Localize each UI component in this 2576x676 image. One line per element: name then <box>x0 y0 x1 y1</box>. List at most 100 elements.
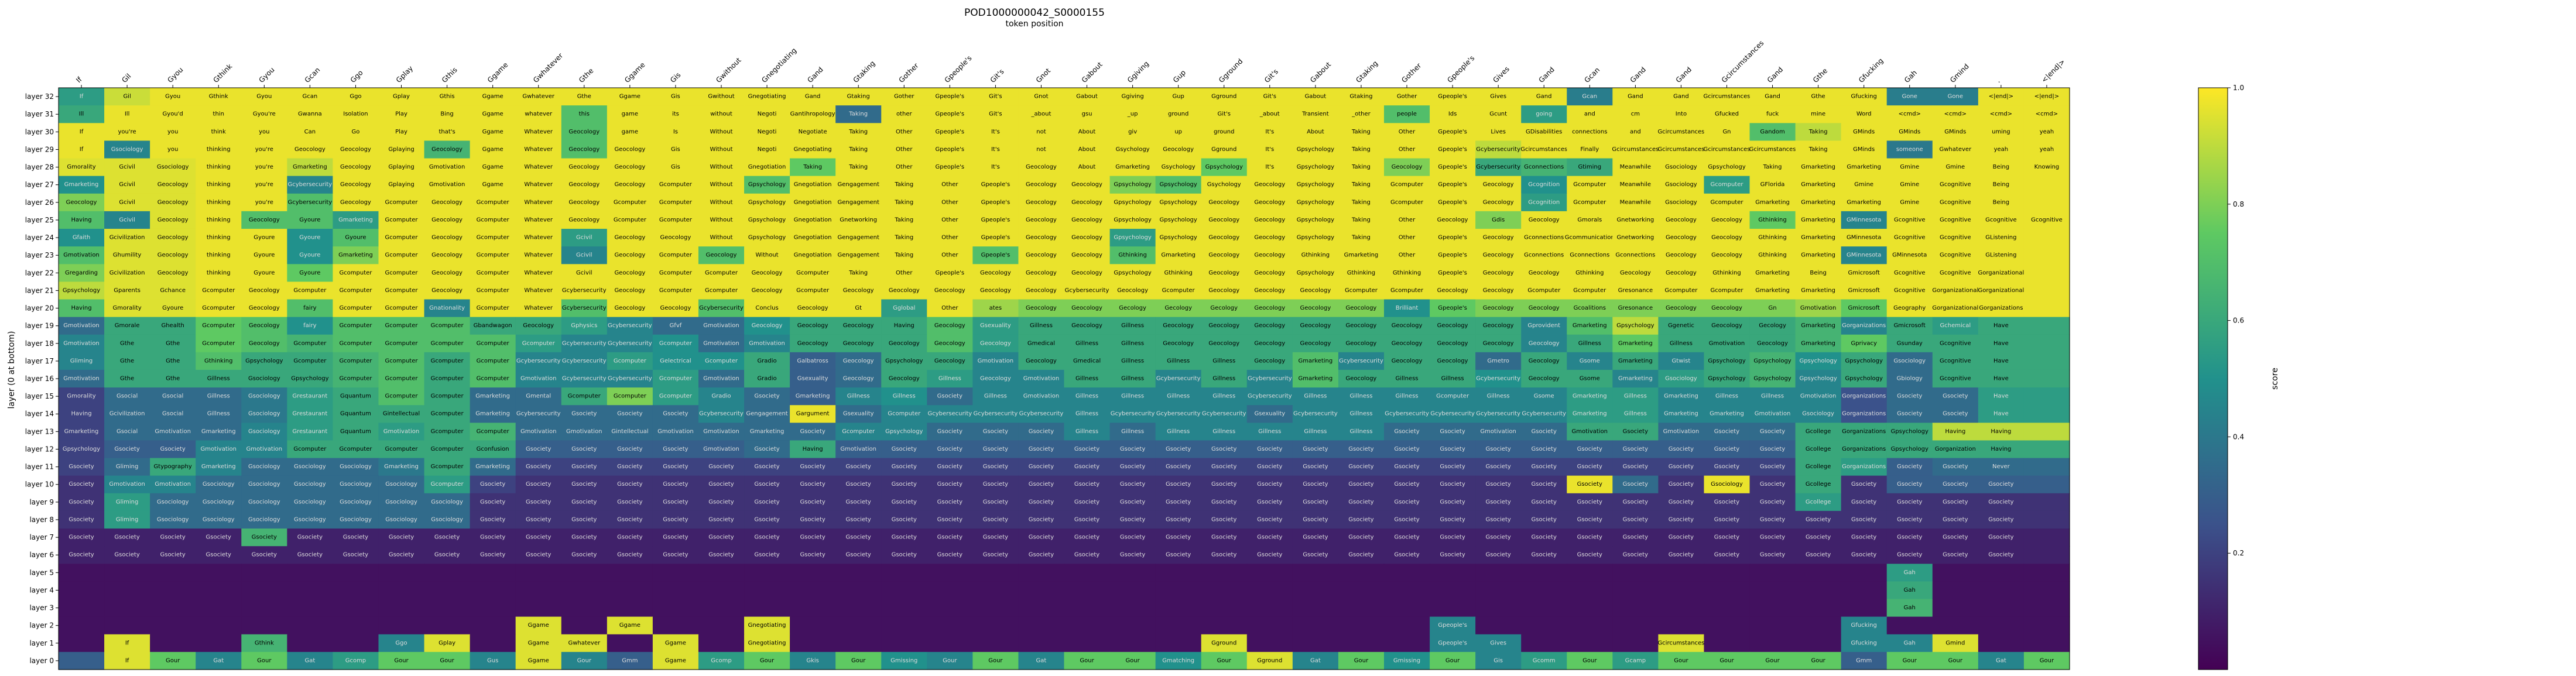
heatmap-cell <box>378 88 425 106</box>
heatmap-cell <box>790 105 836 123</box>
cell-label: Gmotivation <box>109 481 145 488</box>
cell-label: Gsociety <box>1440 499 1465 505</box>
cell-label: Having <box>1991 428 2011 435</box>
cell-label: Gsociety <box>892 464 917 470</box>
heatmap-cell <box>150 352 196 370</box>
heatmap-cell <box>241 616 287 635</box>
cell-label: Gorganization <box>1935 446 1976 452</box>
heatmap-cell <box>1155 228 1202 247</box>
heatmap-cell <box>1704 282 1751 300</box>
heatmap-cell <box>881 299 927 318</box>
cell-label: Ggame <box>528 640 549 646</box>
cell-label: Gillness <box>984 393 1007 400</box>
cell-label: Gcircumstances <box>1657 129 1704 135</box>
heatmap-cell <box>515 599 562 617</box>
cell-label: Gmotivation <box>703 322 739 329</box>
cell-label: Gsociety <box>708 552 734 558</box>
cell-label: Whatever <box>524 199 553 205</box>
heatmap-cell <box>881 158 927 177</box>
heatmap-cell <box>1978 211 2025 229</box>
cell-label: Gcomputer <box>477 305 510 311</box>
heatmap-cell <box>241 599 287 617</box>
cell-label: thinking <box>207 252 231 259</box>
cell-label: Geocology <box>843 358 874 364</box>
cell-label: Gcollege <box>1806 464 1831 470</box>
cell-label: Geocology <box>1208 340 1239 346</box>
heatmap-cell <box>1155 158 1202 177</box>
cell-label: Gorganizations <box>1842 411 1886 417</box>
cell-label: Gcomputer <box>339 340 372 346</box>
cell-label: Gsociety <box>1348 552 1373 558</box>
cell-label: Gsociety <box>1760 428 1785 435</box>
cell-label: Gconnections <box>1524 252 1564 259</box>
heatmap-cell <box>1978 264 2025 282</box>
cell-label: Gcomputer <box>477 217 510 223</box>
heatmap-cell <box>561 282 608 300</box>
heatmap-cell <box>1612 140 1659 159</box>
heatmap-cell <box>1932 599 1979 617</box>
heatmap-cell <box>1109 282 1156 300</box>
cell-label: Geocology <box>568 181 600 188</box>
x-tick-label: Gother <box>897 61 920 84</box>
cell-label: Gground <box>1211 94 1236 100</box>
cell-label: Gillness <box>893 393 916 400</box>
cell-label: Gcomputer <box>477 287 510 294</box>
cell-label: Gsociety <box>617 534 642 541</box>
heatmap-cell <box>1430 123 1476 141</box>
cell-label: Gsociety <box>1760 516 1785 523</box>
heatmap-cell <box>287 176 334 194</box>
heatmap-cell <box>1109 634 1156 653</box>
cell-label: thinking <box>207 270 231 276</box>
cell-label: Geocology <box>1208 287 1239 294</box>
cell-label: Gcomputer <box>293 340 327 346</box>
cell-label: Gsociety <box>1257 481 1282 488</box>
cell-label: Geocology <box>1254 270 1285 276</box>
heatmap-cell <box>196 158 242 177</box>
heatmap-cell <box>150 299 196 318</box>
cell-label: Gour <box>166 657 180 664</box>
cell-label: Gorganizational <box>1932 305 1978 311</box>
cell-label: Gpsychology <box>1159 181 1197 188</box>
cell-label: Gcognition <box>1528 199 1560 205</box>
heatmap-cell <box>1246 123 1293 141</box>
cell-label: Gcomputer <box>477 252 510 259</box>
cell-label: Gcybersecurity <box>608 376 652 382</box>
cell-label: Gcircumstances <box>1704 94 1751 100</box>
heatmap-cell <box>241 123 287 141</box>
heatmap-cell <box>927 228 973 247</box>
cell-label: this <box>579 111 590 118</box>
cell-label: Gquantum <box>340 411 371 417</box>
cell-label: Geocology <box>1437 287 1468 294</box>
cell-label: Gsociety <box>1120 464 1145 470</box>
cell-label: Gthinking <box>1347 270 1375 276</box>
cell-label: Gcomputer <box>1390 199 1424 205</box>
heatmap-cell <box>1567 211 1613 229</box>
heatmap-cell <box>1338 616 1385 635</box>
cell-label: Gthinking <box>1301 252 1330 259</box>
heatmap-cell <box>1749 105 1796 123</box>
cell-label: Gcivil <box>119 181 135 188</box>
cell-label: Gsociety <box>892 516 917 523</box>
heatmap-cell <box>1246 599 1293 617</box>
cell-label: Meanwhile <box>1620 164 1651 170</box>
heatmap-cell <box>1430 211 1476 229</box>
heatmap-cell <box>196 140 242 159</box>
cell-label: Gcivil <box>576 252 592 259</box>
cell-label: Gsociety <box>663 446 688 452</box>
cell-label: Gcomputer <box>385 393 419 400</box>
heatmap-cell <box>1201 599 1248 617</box>
cell-label: Gorganizational <box>1978 287 2024 294</box>
heatmap-cell <box>652 105 699 123</box>
cell-label: Gsociety <box>480 499 505 505</box>
cell-label: Gillness <box>1349 411 1372 417</box>
heatmap-cell <box>1338 334 1385 353</box>
heatmap-cell <box>1430 599 1476 617</box>
heatmap-cell <box>470 634 516 653</box>
cell-label: Gresonance <box>1618 287 1653 294</box>
cell-label: Gsociety <box>1440 446 1465 452</box>
heatmap-cell <box>652 299 699 318</box>
cell-label: someone <box>1896 146 1923 153</box>
cell-label: Gsociety <box>1897 552 1922 558</box>
x-tick-label: Gyou <box>166 66 184 84</box>
cell-label: Gmarketing <box>1710 411 1744 417</box>
